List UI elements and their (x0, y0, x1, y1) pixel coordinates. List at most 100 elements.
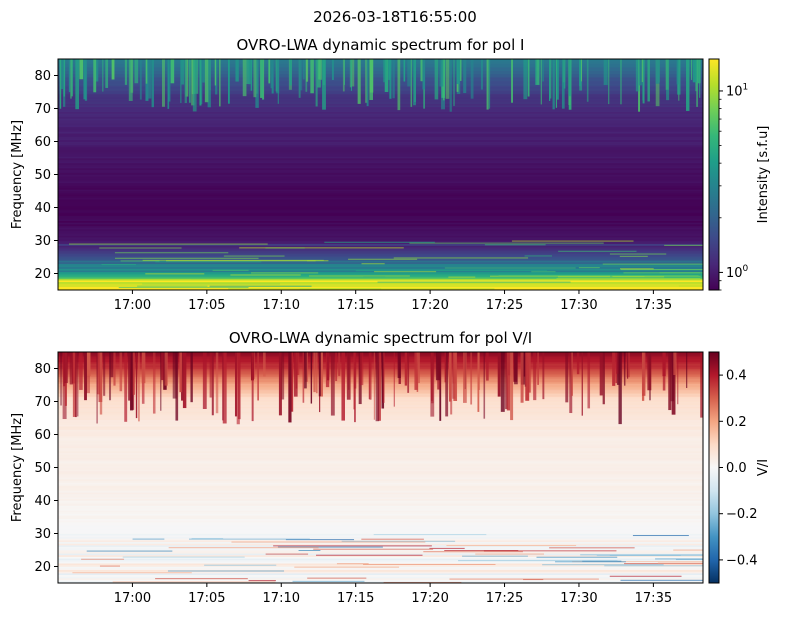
rfi-line (377, 281, 571, 283)
rfi-line (209, 285, 312, 287)
rfi-line (678, 285, 703, 287)
burst-streak (59, 59, 62, 109)
spectrum-row (58, 458, 703, 462)
spectrum-row (58, 212, 703, 215)
burst-streak (84, 352, 87, 401)
rfi-line (374, 271, 437, 273)
burst-streak (527, 59, 530, 97)
top-panel-title: OVRO-LWA dynamic spectrum for pol I (236, 36, 525, 54)
spectrum-row (58, 86, 703, 89)
y-tick-label: 70 (34, 102, 51, 117)
spectrum-row (58, 198, 703, 202)
rfi-line (363, 276, 386, 278)
spectrum-row (58, 98, 703, 101)
x-tick-label: 17:10 (263, 591, 300, 606)
burst-streak (161, 352, 165, 381)
rfi-line (341, 540, 456, 542)
x-tick-label: 17:15 (337, 591, 374, 606)
rfi-line (212, 269, 249, 271)
burst-streak (540, 59, 542, 105)
spectrum-row (58, 59, 703, 61)
burst-streak (576, 352, 580, 375)
burst-streak (215, 59, 218, 95)
spectrum-row (58, 169, 703, 172)
rfi-line (620, 579, 703, 581)
rfi-line (114, 252, 229, 254)
y-tick-label: 80 (34, 69, 51, 84)
spectrum-row (58, 467, 703, 470)
burst-streak (248, 59, 251, 85)
rfi-line (155, 261, 262, 263)
burst-streak (548, 59, 551, 101)
spectrum-row (58, 189, 703, 192)
rfi-line (112, 581, 276, 583)
burst-streak (326, 352, 330, 381)
spectrum-row (58, 139, 703, 142)
figure-suptitle: 2026-03-18T16:55:00 (313, 8, 477, 26)
spectrum-row (58, 90, 703, 93)
spectrum-row (58, 491, 703, 495)
x-tick-label: 17:05 (188, 591, 225, 606)
burst-streak (251, 352, 254, 422)
spectrum-row (58, 574, 703, 577)
burst-streak (257, 352, 259, 401)
spectrum-row (58, 170, 703, 174)
spectrum-row (58, 482, 703, 485)
spectrum-row (58, 210, 703, 213)
burst-streak (463, 59, 467, 94)
spectrum-row (58, 136, 703, 139)
colorbar (708, 351, 720, 584)
spectrum-row (58, 215, 703, 218)
x-tick-label: 17:25 (486, 298, 523, 313)
spectrum-row (58, 241, 703, 245)
burst-streak (304, 352, 307, 389)
burst-streak (134, 59, 139, 84)
burst-streak (305, 59, 309, 82)
spectrum-row (58, 529, 703, 533)
spectrum-row (58, 174, 703, 177)
rfi-line (602, 263, 703, 265)
spectrum-row (58, 521, 703, 524)
spectrum-row (58, 553, 703, 556)
rfi-line (135, 278, 191, 280)
spectrum-row (58, 73, 703, 76)
burst-streak (60, 352, 62, 406)
burst-streak (124, 352, 128, 422)
x-tick-label: 17:15 (337, 298, 374, 313)
rfi-line (542, 564, 664, 566)
spectrum-row (58, 564, 703, 567)
burst-streak (192, 59, 197, 112)
y-tick-label: 50 (34, 168, 51, 183)
burst-streak (549, 59, 552, 99)
burst-streak (242, 59, 247, 97)
burst-streak (160, 352, 162, 411)
burst-streak (172, 352, 177, 399)
burst-streak (175, 352, 179, 421)
spectrum-row (58, 576, 703, 579)
rfi-line (536, 556, 618, 558)
burst-streak (109, 352, 112, 401)
burst-streak (369, 59, 374, 93)
spectrum-row (58, 101, 703, 104)
burst-streak (599, 352, 603, 396)
spectrum-row (58, 134, 703, 137)
spectrum-row (58, 554, 703, 557)
burst-streak (430, 352, 435, 417)
burst-streak (302, 352, 305, 403)
burst-streak (523, 59, 528, 100)
y-tick-label: 80 (34, 362, 51, 377)
rfi-line (355, 270, 547, 272)
burst-streak (338, 352, 341, 376)
spectrum-row (58, 551, 703, 554)
burst-streak (403, 59, 406, 82)
spectrum-row (58, 273, 703, 276)
colorbar-tick-label: −0.2 (726, 507, 758, 522)
spectrum-row (58, 243, 703, 246)
burst-streak (341, 352, 346, 421)
burst-streak (642, 352, 646, 396)
spectrum-row (58, 218, 703, 221)
burst-streak (434, 59, 439, 100)
burst-streak (618, 352, 622, 425)
burst-streak (638, 59, 643, 86)
burst-streak (381, 352, 385, 409)
